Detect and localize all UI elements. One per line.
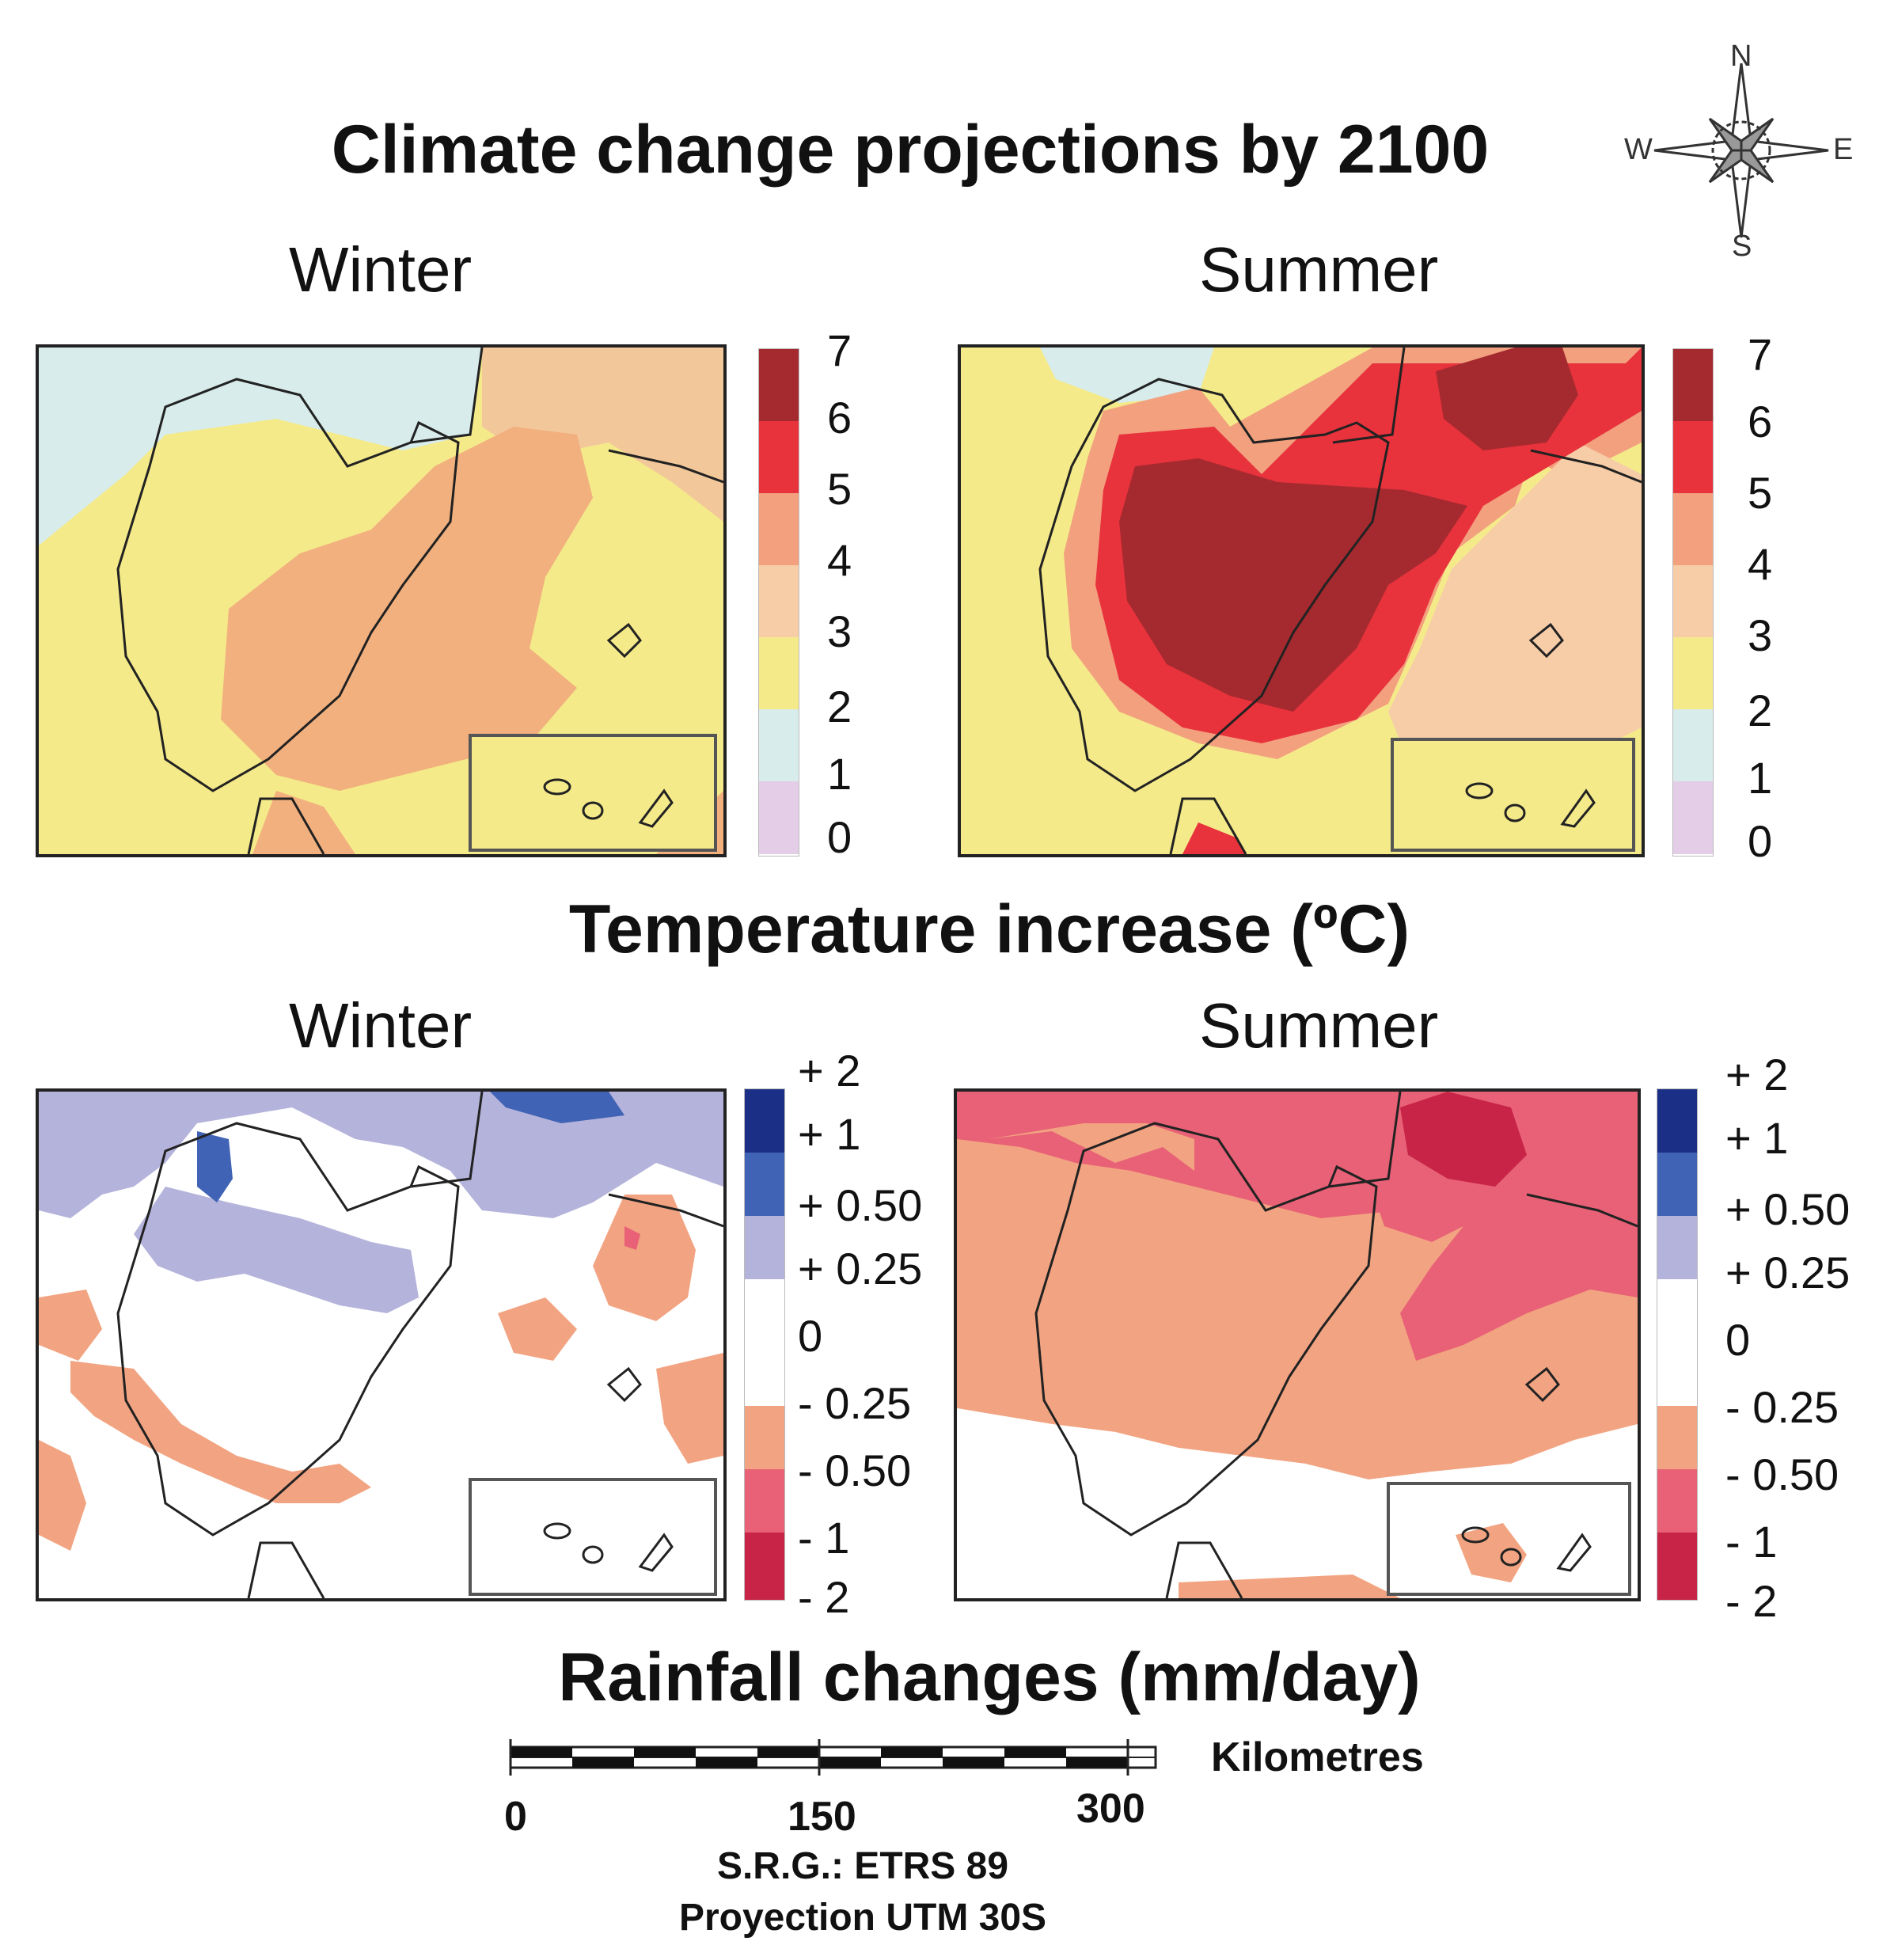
legend-swatch	[1657, 1089, 1697, 1153]
legend-tick: 3	[827, 606, 852, 656]
temp-winter-map	[36, 344, 727, 857]
legend-swatch	[1657, 1533, 1697, 1600]
legend-swatch	[759, 637, 799, 709]
rain-summer-label: Summer	[1199, 990, 1439, 1061]
legend-tick: - 2	[798, 1572, 850, 1622]
legend-tick: - 2	[1725, 1576, 1778, 1626]
compass-icon	[1653, 63, 1829, 238]
legend-swatch	[745, 1279, 784, 1343]
temp-winter-label: Winter	[289, 234, 473, 305]
legend-swatch	[759, 565, 799, 637]
rain-summer-legend	[1657, 1088, 1698, 1601]
legend-swatch	[1673, 781, 1713, 854]
compass-w: W	[1624, 133, 1653, 166]
scale-tick-150: 150	[788, 1794, 856, 1840]
scale-tick-0: 0	[504, 1794, 527, 1840]
legend-tick: 7	[827, 325, 852, 375]
compass-rose: N S W E	[1624, 40, 1854, 263]
legend-tick: - 0.25	[1725, 1382, 1839, 1432]
temp-summer-label: Summer	[1199, 234, 1439, 305]
legend-swatch	[1673, 421, 1713, 493]
legend-tick: 0	[1725, 1315, 1751, 1365]
legend-tick: + 0.25	[1725, 1248, 1851, 1297]
legend-tick: 4	[827, 535, 852, 585]
temp-summer-legend	[1672, 348, 1714, 857]
legend-swatch	[745, 1533, 784, 1600]
temp-winter-legend	[758, 348, 799, 857]
scale-bar	[507, 1738, 1163, 1777]
legend-tick: + 2	[798, 1046, 861, 1096]
legend-swatch	[745, 1406, 784, 1469]
legend-tick: + 0.50	[1725, 1184, 1851, 1234]
legend-tick: - 0.25	[798, 1378, 912, 1428]
reference-srg: S.R.G.: ETRS 89	[716, 1845, 1009, 1887]
scale-unit-label: Kilometres	[1211, 1734, 1424, 1780]
legend-swatch	[1673, 493, 1713, 565]
legend-tick: - 1	[798, 1513, 850, 1563]
legend-swatch	[1673, 565, 1713, 637]
legend-tick: 0	[1748, 816, 1773, 866]
compass-e: E	[1833, 133, 1854, 166]
rainfall-label: Rainfall changes (mm/day)	[558, 1639, 1421, 1715]
legend-swatch	[1657, 1216, 1697, 1279]
legend-tick: 4	[1748, 539, 1773, 589]
legend-tick: - 0.50	[1725, 1449, 1839, 1499]
legend-swatch	[745, 1216, 784, 1279]
legend-tick: 1	[1748, 753, 1773, 803]
legend-tick: + 2	[1725, 1050, 1789, 1100]
legend-swatch	[759, 493, 799, 565]
legend-tick: - 1	[1725, 1517, 1778, 1567]
legend-tick: 2	[827, 682, 852, 731]
scale-tick-300: 300	[1076, 1786, 1145, 1832]
legend-swatch	[1657, 1406, 1697, 1469]
rain-winter-legend	[744, 1088, 785, 1601]
legend-swatch	[1657, 1279, 1697, 1343]
temp-summer-map	[958, 344, 1645, 857]
legend-swatch	[759, 709, 799, 781]
legend-tick: 0	[798, 1311, 823, 1361]
legend-tick: + 0.25	[798, 1244, 923, 1293]
legend-swatch	[1673, 349, 1713, 421]
legend-tick: - 0.50	[798, 1445, 912, 1495]
rain-winter-label: Winter	[289, 990, 473, 1061]
legend-swatch	[759, 781, 799, 854]
compass-s: S	[1732, 230, 1752, 263]
legend-swatch	[1673, 637, 1713, 709]
legend-swatch	[759, 349, 799, 421]
legend-tick: 2	[1748, 686, 1773, 735]
rain-summer-map	[954, 1088, 1641, 1601]
legend-swatch	[1657, 1153, 1697, 1216]
legend-swatch	[745, 1343, 784, 1406]
legend-swatch	[745, 1153, 784, 1216]
legend-tick: 1	[827, 749, 852, 799]
reference-projection: Proyection UTM 30S	[678, 1897, 1047, 1939]
legend-tick: 3	[1748, 610, 1773, 660]
compass-n: N	[1730, 40, 1752, 73]
rain-winter-map	[36, 1088, 727, 1601]
legend-swatch	[759, 421, 799, 493]
page-title: Climate change projections by 2100	[331, 112, 1490, 188]
legend-tick: + 0.50	[798, 1180, 923, 1230]
legend-swatch	[1657, 1343, 1697, 1406]
legend-tick: + 1	[798, 1109, 861, 1159]
legend-tick: 5	[827, 464, 852, 514]
legend-swatch	[745, 1089, 784, 1153]
legend-tick: + 1	[1725, 1113, 1789, 1163]
legend-swatch	[1673, 709, 1713, 781]
legend-tick: 6	[1748, 397, 1773, 446]
legend-tick: 6	[827, 393, 852, 443]
legend-tick: 0	[827, 812, 852, 862]
temperature-label: Temperature increase (ºC)	[568, 891, 1410, 967]
legend-swatch	[745, 1469, 784, 1533]
legend-tick: 7	[1748, 329, 1773, 379]
scale-bar-graphic	[509, 1739, 1157, 1776]
legend-tick: 5	[1748, 468, 1773, 518]
legend-swatch	[1657, 1469, 1697, 1533]
